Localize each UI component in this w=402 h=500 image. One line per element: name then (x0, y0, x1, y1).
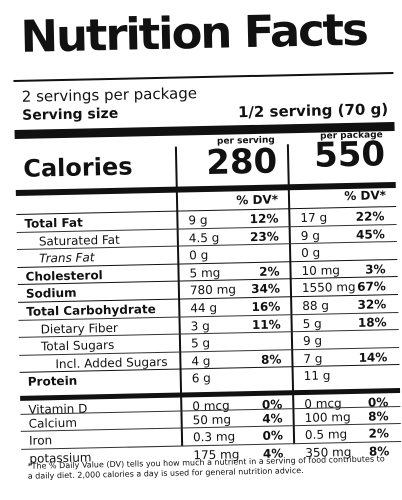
amount-per-package: 9 g (302, 333, 323, 349)
dv-per-package (354, 366, 388, 367)
dv-per-serving (247, 333, 281, 334)
nutrient-name: Protein (27, 374, 78, 390)
amount-per-serving: 9 g (188, 212, 208, 228)
amount-per-serving: 6 g (191, 371, 211, 386)
servings-per-package: 2 servings per package (21, 84, 198, 106)
amount-per-serving: 4 g (191, 353, 211, 369)
amount-per-serving: 0 g (189, 248, 209, 263)
label-title: Nutrition Facts (20, 4, 368, 63)
dv-per-serving (245, 245, 279, 246)
dv-header-package: % DV* (344, 188, 387, 204)
calories-per-serving: 280 (205, 141, 278, 183)
amount-per-package: 11 g (303, 368, 331, 384)
serving-size-value: 1/2 serving (70 g) (237, 100, 389, 122)
dv-per-serving (248, 368, 282, 369)
dv-per-package (351, 242, 385, 243)
calories-label: Calories (23, 152, 133, 183)
dv-per-package (353, 330, 387, 331)
serving-size-label: Serving size (22, 105, 119, 124)
amount-per-serving: 5 g (190, 336, 211, 351)
nutrition-facts-panel: Nutrition Facts 2 servings per package S… (12, 2, 402, 494)
calories-per-package: 550 (313, 134, 386, 176)
dv-header-serving: % DV* (236, 192, 279, 208)
title-rule (13, 72, 394, 82)
amount-per-package: 7 g (303, 351, 323, 366)
amount-per-package: 0 g (301, 245, 321, 261)
